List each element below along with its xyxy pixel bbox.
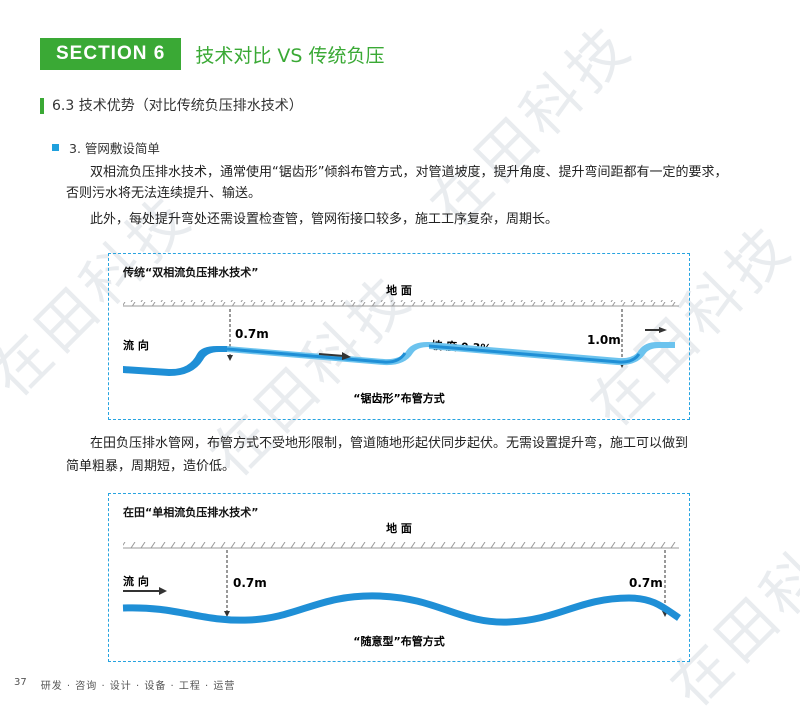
section-label: SECTION 6 bbox=[40, 38, 182, 70]
depth-label-right: 0.7m bbox=[629, 576, 663, 590]
paragraph-1-line-2: 否则污水将无法连续提升、输送。 bbox=[66, 186, 262, 201]
flow-label: 流 向 bbox=[123, 574, 149, 588]
paragraph-3-line-1: 在田负压排水管网，布管方式不受地形限制，管道随地形起伏同步起伏。无需设置提升弯，… bbox=[90, 436, 689, 451]
paragraph-2: 此外，每处提升弯处还需设置检查管，管网衔接口较多，施工工序复杂，周期长。 bbox=[90, 212, 559, 227]
ground-hatch bbox=[123, 542, 679, 548]
page-footer: 37 研发 · 咨询 · 设计 · 设备 · 工程 · 运营 bbox=[14, 677, 235, 692]
arrow-icon bbox=[227, 355, 233, 361]
flow-arrow bbox=[318, 353, 345, 357]
arrow-icon bbox=[159, 587, 167, 595]
flow-label: 流 向 bbox=[123, 338, 149, 352]
paragraph-1-line-1: 双相流负压排水技术，通常使用“锯齿形”倾斜布管方式，对管道坡度，提升角度、提升弯… bbox=[90, 165, 728, 180]
arrow-icon bbox=[342, 352, 351, 360]
diagram-title: 传统“双相流负压排水技术” bbox=[123, 266, 259, 279]
sawtooth-diagram-drawing: 地 面 0.7m 1.0m 坡 度 0.3% 流 向 “锯齿形”布管方式 bbox=[123, 283, 679, 405]
paragraph-3-line-2: 简单粗暴，周期短，造价低。 bbox=[66, 459, 236, 474]
diagram-free-form: 在田“单相流负压排水技术” 地 面 流 向 0.7m 0.7m “随意型”布管方… bbox=[108, 493, 690, 662]
page-number: 37 bbox=[14, 677, 27, 688]
footer-links: 研发 · 咨询 · 设计 · 设备 · 工程 · 运营 bbox=[40, 681, 236, 692]
ground-label: 地 面 bbox=[386, 521, 412, 535]
arrow-icon bbox=[659, 327, 667, 333]
watermark: 在田科技 bbox=[416, 10, 647, 241]
depth-label-left: 0.7m bbox=[233, 576, 267, 590]
pipe-segment bbox=[429, 342, 675, 366]
section-title: 技术对比 VS 传统负压 bbox=[195, 44, 385, 67]
section-header: SECTION 6 技术对比 VS 传统负压 bbox=[40, 38, 384, 70]
diagram-caption: “锯齿形”布管方式 bbox=[353, 391, 444, 405]
bullet-square-icon bbox=[52, 144, 59, 151]
pipe-water-line bbox=[226, 347, 407, 364]
depth-label-left: 0.7m bbox=[235, 327, 269, 341]
bullet-label: 3. 管网敷设简单 bbox=[69, 141, 160, 156]
bullet-item: 3. 管网敷设简单 bbox=[52, 138, 160, 157]
diagram-caption: “随意型”布管方式 bbox=[353, 634, 444, 648]
depth-label-right: 1.0m bbox=[587, 333, 621, 347]
pipe-water-line bbox=[428, 344, 641, 364]
arrow-icon bbox=[224, 611, 230, 617]
diagram-sawtooth: 传统“双相流负压排水技术” 地 面 0.7m 1.0m 坡 度 0.3% 流 向… bbox=[108, 253, 690, 420]
diagram-title: 在田“单相流负压排水技术” bbox=[123, 506, 259, 519]
pipe-segment bbox=[123, 346, 227, 376]
ground-label: 地 面 bbox=[386, 283, 412, 297]
subsection-title: 6.3 技术优势（对比传统负压排水技术） bbox=[40, 98, 303, 114]
ground-hatch bbox=[123, 300, 679, 306]
pipe-segment bbox=[227, 342, 429, 366]
free-form-diagram-drawing: 地 面 流 向 0.7m 0.7m “随意型”布管方式 bbox=[122, 521, 681, 648]
pipe-wave bbox=[122, 592, 681, 626]
